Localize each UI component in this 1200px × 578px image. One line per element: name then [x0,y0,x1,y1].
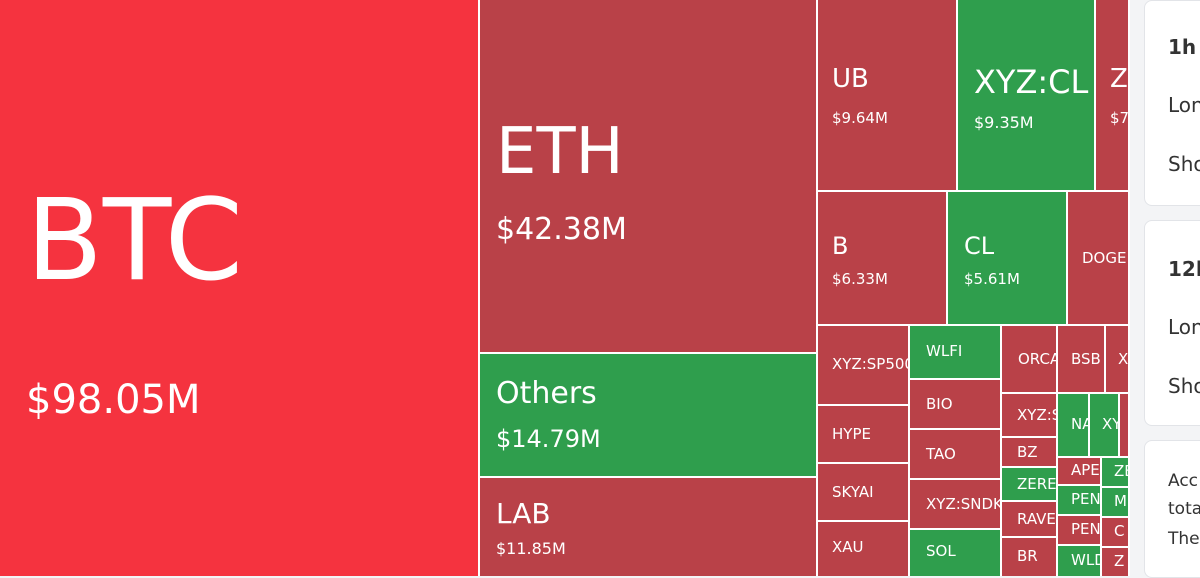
card-text: The [1168,528,1200,549]
tile[interactable]: DOGE [1068,192,1128,324]
tile-value: $6.33M [832,270,888,288]
tile-value: $14.79M [496,425,601,453]
tile[interactable]: XY [1090,394,1118,456]
tile[interactable]: XYZ:CL $9.35M [958,0,1094,190]
tile[interactable]: TAO [910,430,1000,478]
tile-label: APE [1071,461,1100,479]
tile[interactable]: XAU [818,522,908,576]
tile-label: BSB [1071,350,1101,368]
tile[interactable]: BIO [910,380,1000,428]
tile[interactable]: Z $7 [1096,0,1128,190]
tile[interactable]: X [1106,326,1128,392]
card: 1h Lon Sho [1144,0,1200,206]
card-title: 1h [1168,35,1197,59]
tile-label: ZE [1114,462,1128,480]
tile-value: $9.35M [974,113,1034,132]
tile-label: Others [496,376,597,411]
card: 12h Lon Sho [1144,220,1200,426]
tile[interactable]: LAB $11.85M [480,478,816,576]
tile[interactable]: APE [1058,458,1100,484]
tile[interactable] [1120,394,1128,456]
tile-value: $9.64M [832,109,888,127]
tile[interactable]: HYPE [818,406,908,462]
tile[interactable]: ZERE [1002,468,1056,500]
tile-label: ETH [496,115,624,189]
tile-label: WLD [1071,551,1100,569]
tile[interactable]: BZ [1002,438,1056,466]
tile-label: ZERE [1017,475,1056,493]
tile-label: RAVE [1017,510,1056,528]
card-text: tota [1168,498,1200,519]
card-text: Lon [1168,315,1200,339]
tile-label: C [1114,522,1125,540]
tile[interactable]: ZE [1102,458,1128,486]
tile[interactable]: Others $14.79M [480,354,816,476]
tile-label: Z [1114,552,1125,570]
tile[interactable]: M [1102,488,1128,516]
tile-label: BZ [1017,443,1038,461]
tile-label: WLFI [926,342,963,360]
tile[interactable]: XYZ:S [1002,394,1056,436]
tile-label: TAO [926,445,956,463]
tile-label: Z [1110,64,1128,94]
tile-value: $98.05M [26,377,201,423]
card-title: 12h [1168,257,1200,281]
tile[interactable]: ORCA [1002,326,1056,392]
tile-label: CL [964,232,995,260]
tile[interactable]: PEN [1058,516,1100,544]
card: Acc tota The [1144,440,1200,578]
tile-label: XYZ:SNDK [926,495,1000,513]
tile[interactable]: UB $9.64M [818,0,956,190]
tile[interactable]: BR [1002,538,1056,576]
tile[interactable]: Z [1102,548,1128,576]
card-text: Acc [1168,470,1199,491]
tile-value: $42.38M [496,212,627,247]
tile-label: M [1114,492,1127,510]
tile-label: BIO [926,395,953,413]
tile-label: X [1118,350,1128,368]
tile-label: UB [832,64,869,94]
tile-label: PEN [1071,520,1100,538]
tile-label: BTC [26,176,243,306]
tile[interactable]: CL $5.61M [948,192,1066,324]
card-text: Sho [1168,374,1200,398]
tile-label: XYZ:SP500 [832,355,908,373]
tile-label: XYZ:CL [974,63,1089,101]
tile-label: B [832,232,849,260]
tile[interactable]: B $6.33M [818,192,946,324]
treemap: BTC $98.05M ETH $42.38M Others $14.79M LAB $11.… [0,0,1130,576]
tile[interactable]: WLFI [910,326,1000,378]
tile[interactable]: ETH $42.38M [480,0,816,352]
tile-label: LAB [496,497,551,530]
tile-label: SKYAI [832,483,874,501]
tile[interactable]: SOL [910,530,1000,576]
tile-value: $5.61M [964,270,1020,288]
tile[interactable]: BTC $98.05M [0,0,478,576]
card-text: Sho [1168,152,1200,176]
tile-label: XYZ:S [1017,406,1056,424]
tile[interactable]: RAVE [1002,502,1056,536]
tile[interactable]: XYZ:SNDK [910,480,1000,528]
tile[interactable]: XYZ:SP500 [818,326,908,404]
tile-label: NA [1071,415,1088,433]
tile-label: DOGE [1082,249,1127,267]
tile-label: PEN [1071,490,1100,508]
tile-value: $11.85M [496,539,566,558]
tile-label: SOL [926,542,956,560]
tile[interactable]: BSB [1058,326,1104,392]
tile-label: HYPE [832,425,871,443]
tile-value: $7 [1110,109,1128,127]
tile[interactable]: PEN [1058,486,1100,514]
tile[interactable]: SKYAI [818,464,908,520]
tile-label: ORCA [1018,350,1056,368]
tile[interactable]: C [1102,518,1128,546]
card-text: Lon [1168,93,1200,117]
tile-label: XAU [832,538,864,556]
tile[interactable]: WLD [1058,546,1100,576]
tile[interactable]: NA [1058,394,1088,456]
tile-label: XY [1102,415,1118,433]
tile-label: BR [1017,547,1038,565]
